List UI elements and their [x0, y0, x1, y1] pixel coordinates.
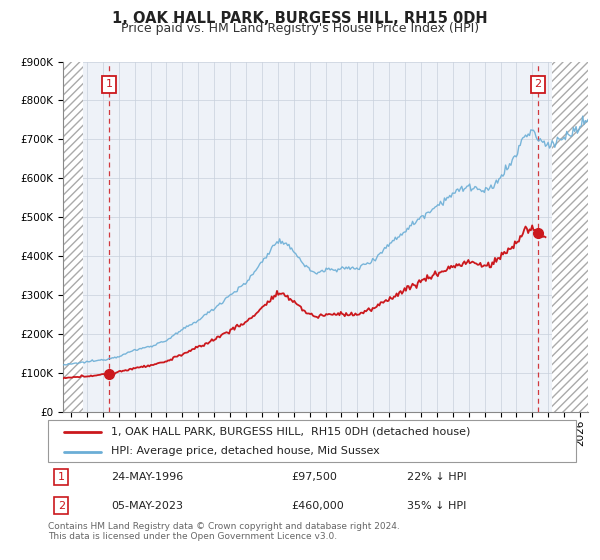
- Text: 1, OAK HALL PARK, BURGESS HILL, RH15 0DH: 1, OAK HALL PARK, BURGESS HILL, RH15 0DH: [112, 11, 488, 26]
- Text: 1: 1: [106, 80, 112, 90]
- Text: Contains HM Land Registry data © Crown copyright and database right 2024.
This d: Contains HM Land Registry data © Crown c…: [48, 522, 400, 542]
- Text: 22% ↓ HPI: 22% ↓ HPI: [407, 472, 467, 482]
- Text: 2: 2: [58, 501, 65, 511]
- Text: 2: 2: [534, 80, 541, 90]
- Text: 24-MAY-1996: 24-MAY-1996: [112, 472, 184, 482]
- Text: 35% ↓ HPI: 35% ↓ HPI: [407, 501, 466, 511]
- Text: Price paid vs. HM Land Registry's House Price Index (HPI): Price paid vs. HM Land Registry's House …: [121, 22, 479, 35]
- Text: £97,500: £97,500: [291, 472, 337, 482]
- Text: 1, OAK HALL PARK, BURGESS HILL,  RH15 0DH (detached house): 1, OAK HALL PARK, BURGESS HILL, RH15 0DH…: [112, 427, 471, 437]
- FancyBboxPatch shape: [48, 420, 576, 462]
- Text: HPI: Average price, detached house, Mid Sussex: HPI: Average price, detached house, Mid …: [112, 446, 380, 456]
- Text: 05-MAY-2023: 05-MAY-2023: [112, 501, 184, 511]
- Text: £460,000: £460,000: [291, 501, 344, 511]
- Text: 1: 1: [58, 472, 65, 482]
